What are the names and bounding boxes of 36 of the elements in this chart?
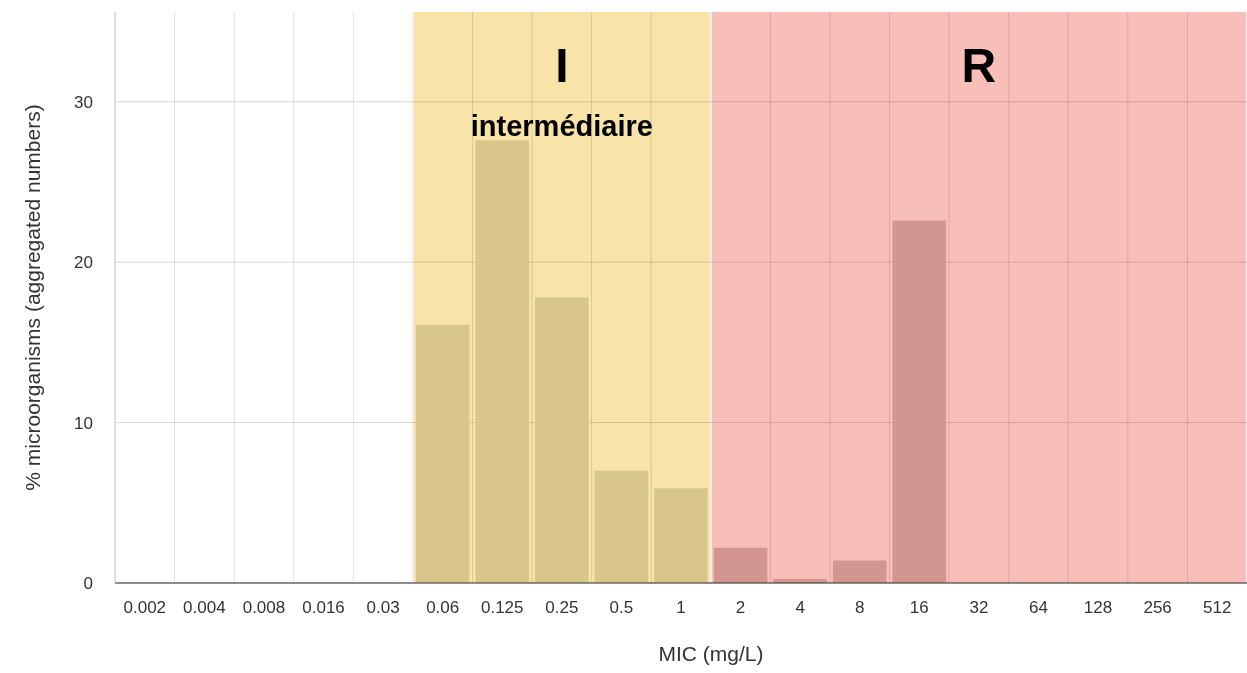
bar (594, 470, 649, 583)
x-tick-label: 512 (1203, 598, 1232, 617)
bar (713, 547, 768, 583)
y-axis-title: % microorganisms (aggregated numbers) (21, 104, 44, 491)
bar (475, 140, 530, 583)
x-tick-label: 128 (1083, 598, 1113, 617)
x-tick-label: 8 (855, 598, 865, 617)
x-tick-label: 2 (735, 598, 746, 617)
bar (535, 297, 589, 583)
x-tick-label: 1 (676, 598, 686, 617)
annotation: intermédiaire (470, 110, 653, 142)
x-tick-label: 64 (1029, 598, 1048, 617)
x-axis-title: MIC (mg/L) (658, 642, 764, 665)
bar (892, 220, 947, 583)
x-tick-label: 0.008 (242, 598, 286, 617)
x-tick-label: 0.03 (366, 598, 400, 617)
x-tick-label: 0.002 (123, 598, 167, 617)
y-tick-label: 10 (74, 413, 93, 433)
bar (415, 324, 470, 583)
x-tick-label: 0.06 (426, 598, 460, 617)
x-tick-label: 0.25 (545, 598, 579, 617)
x-tick-label: 4 (795, 598, 805, 617)
y-tick-label: 20 (74, 253, 93, 273)
y-tick-label: 0 (83, 573, 93, 593)
bar (832, 560, 887, 583)
bar (654, 488, 708, 583)
x-tick-label: 16 (909, 598, 929, 617)
band-label: I (555, 39, 569, 92)
x-tick-label: 0.125 (480, 598, 524, 617)
band-label: R (961, 39, 997, 92)
x-tick-label: 32 (969, 598, 989, 617)
x-tick-label: 0.016 (302, 598, 345, 617)
x-tick-label: 0.004 (183, 598, 226, 617)
x-tick-label: 256 (1143, 598, 1172, 617)
x-tick-label: 0.5 (609, 598, 634, 617)
y-tick-label: 30 (74, 92, 93, 112)
